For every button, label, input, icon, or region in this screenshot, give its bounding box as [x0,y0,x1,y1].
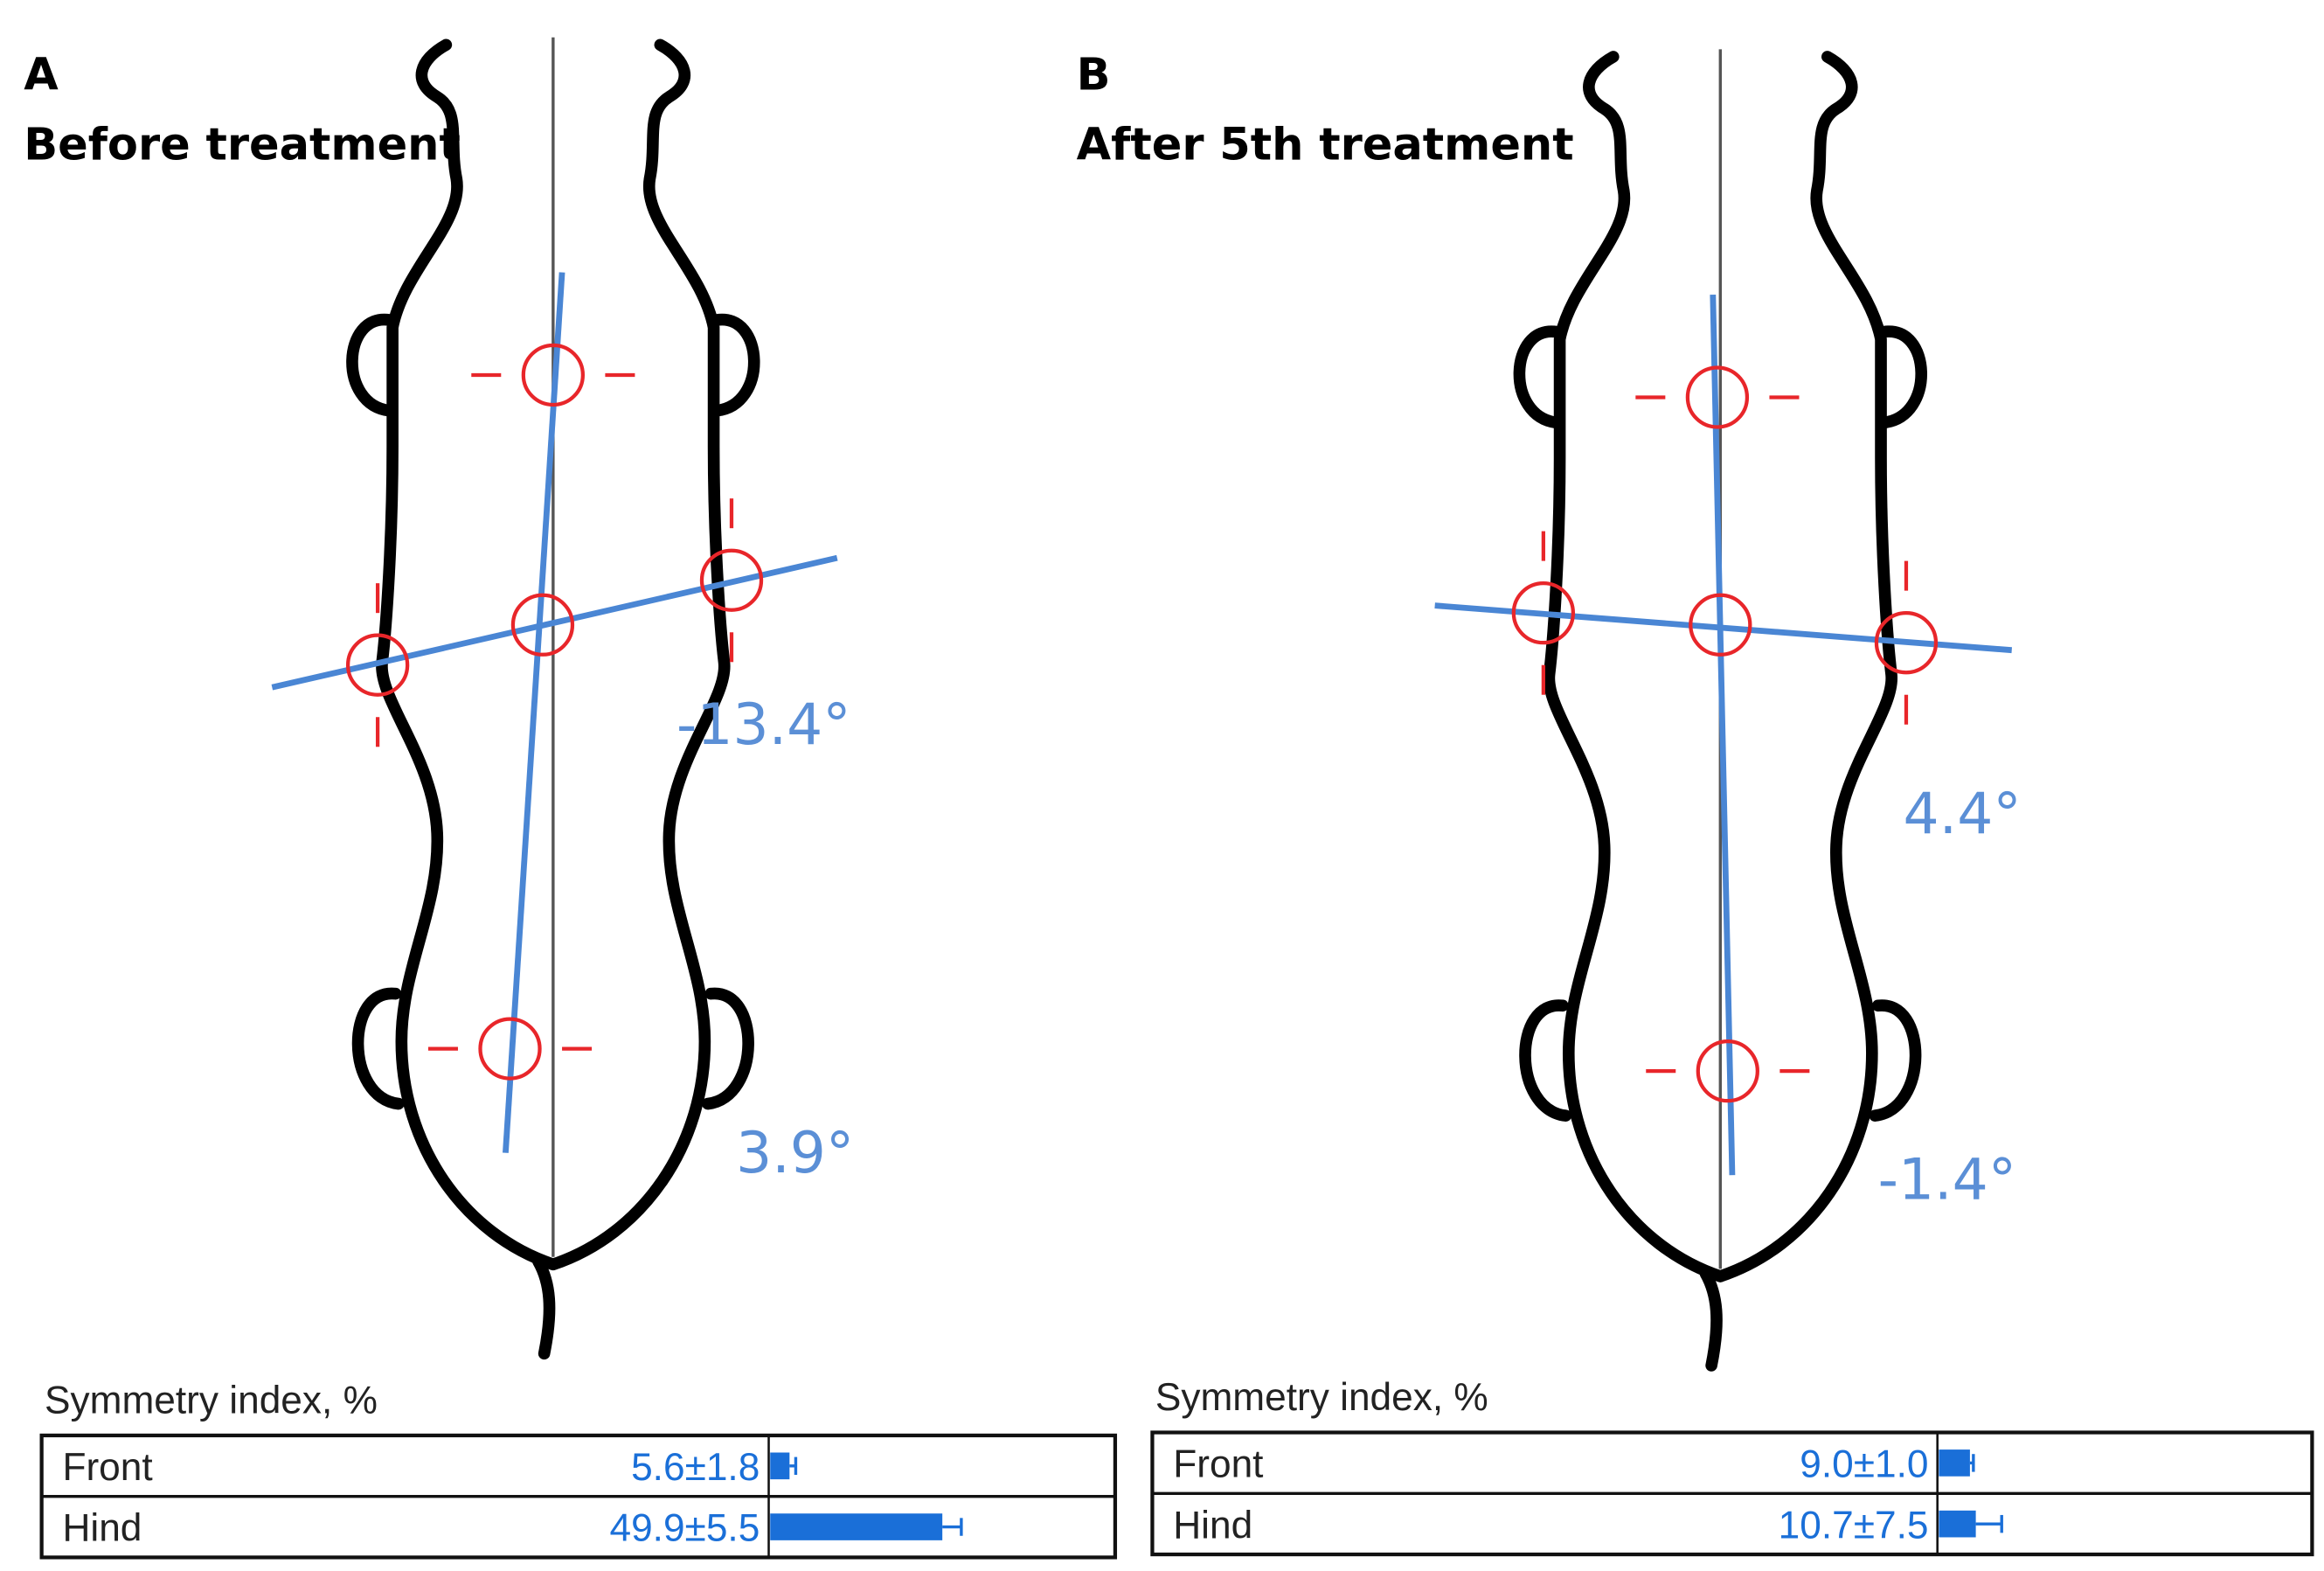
row-value: 9.0±1.0 [1800,1443,1928,1486]
axis-line [1434,602,2013,654]
panel-title: After 5th treatment [1077,119,1574,170]
panel-letter: B [1077,49,1111,101]
target [699,548,764,612]
panel-b: B After 5th treatment 4.4° -1.4° [1077,49,2022,1366]
bar [1939,1510,1976,1538]
target [1689,593,1752,657]
target [521,343,586,407]
row-label: Front [62,1446,152,1489]
table-title: Symmetry index, % [45,1379,378,1422]
axis-line [271,554,838,691]
panel-a: A Before treatment -13.4° 3.9° [24,38,854,1354]
angle-label: -1.4° [1878,1147,2016,1213]
table-title: Symmetry index, % [1155,1376,1488,1419]
target [345,633,410,697]
bar [770,1452,790,1480]
angle-label: -13.4° [676,692,851,758]
row-value: 10.7±7.5 [1779,1504,1929,1547]
angle-label: 4.4° [1904,782,2022,847]
target [1696,1039,1759,1103]
target [1511,581,1576,645]
target [510,593,575,657]
axis-line [503,272,565,1153]
target [1685,365,1750,429]
panel-title: Before treatment [24,119,461,170]
angle-label: 3.9° [736,1121,854,1186]
row-label: Hind [62,1507,142,1550]
panel-letter: A [24,49,59,101]
axis-line [1710,295,1736,1176]
row-label: Front [1173,1443,1263,1486]
row-value: 5.6±1.8 [631,1446,760,1489]
target [478,1017,542,1081]
bar [1939,1449,1970,1477]
row-value: 49.9±5.5 [610,1507,760,1550]
row-label: Hind [1173,1504,1252,1547]
target [1874,611,1939,675]
bar [770,1513,943,1540]
